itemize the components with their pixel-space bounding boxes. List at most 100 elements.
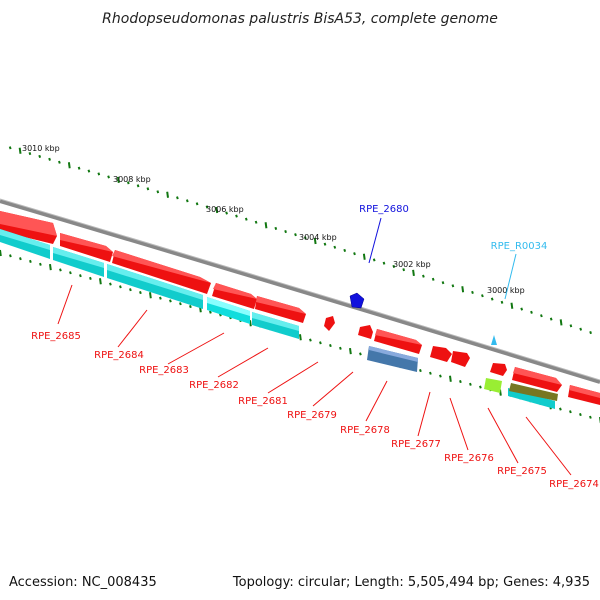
kbp-label-3008: 3008 kbp [113,175,151,184]
major-tick [362,253,366,260]
minor-tick [549,317,553,321]
label-rper0034[interactable]: RPE_R0034 [491,241,548,252]
kbp-label-3000: 3000 kbp [487,286,525,295]
inner-minor-tick [559,407,562,411]
minor-tick [126,181,130,185]
major-tick [67,162,71,169]
minor-tick [589,330,592,335]
inner-major-tick [349,347,352,355]
label-rpe2682[interactable]: RPE_2682 [189,380,239,391]
major-tick [412,269,415,277]
inner-major-tick [149,292,152,299]
inner-minor-tick [309,338,312,342]
minor-tick [500,300,504,304]
mrna-row [0,229,555,409]
inner-minor-tick [39,262,42,266]
label-rpe2678[interactable]: RPE_2678 [340,425,390,436]
label-rpe2677[interactable]: RPE_2677 [391,439,441,450]
minor-tick [520,307,524,311]
minor-tick [254,220,258,224]
label-rpe2675[interactable]: RPE_2675 [497,466,547,477]
label-rpe2685[interactable]: RPE_2685 [31,331,81,342]
inner-minor-tick [29,259,32,264]
inner-minor-tick [589,415,592,419]
minor-tick [451,284,455,288]
major-tick [510,302,514,309]
minor-tick [353,252,356,256]
minor-tick [225,211,228,215]
inner-major-tick [99,278,102,285]
inner-minor-tick [119,285,122,289]
minor-tick [490,297,494,301]
label-rpe2683[interactable]: RPE_2683 [139,365,189,376]
minor-tick [402,268,406,272]
cds-row [0,211,600,405]
inner-minor-tick [159,296,162,300]
label-rpe2674[interactable]: RPE_2674 [549,479,599,490]
inner-minor-tick [359,352,362,356]
kbp-label-3006: 3006 kbp [206,205,244,214]
gene-rpe2676-arrow-a[interactable] [430,346,452,362]
gene-rper0034-arrow[interactable] [491,335,497,345]
minor-tick [392,264,396,269]
inner-major-tick [449,375,452,382]
minor-tick [481,294,484,298]
minor-tick [382,261,386,265]
inner-minor-tick [89,276,92,281]
inner-major-tick [249,320,252,327]
scale-ticks [0,146,600,424]
label-rpe2679[interactable]: RPE_2679 [287,410,337,421]
minor-tick [195,202,199,206]
gene-rpe2674-feature[interactable] [509,383,558,401]
minor-tick [372,258,376,262]
minor-tick [185,199,189,203]
major-tick [166,191,169,198]
inner-minor-tick [329,343,332,348]
inner-minor-tick [569,410,572,414]
gene-rpe2675-feature[interactable] [484,378,502,393]
inner-major-tick [49,263,52,271]
minor-tick [58,160,61,164]
gene-rpe2678-arrow[interactable] [358,325,373,339]
gene-rpe2676-arrow-b[interactable] [451,351,470,367]
major-tick [461,286,465,293]
inner-minor-tick [109,282,112,286]
inner-minor-tick [9,254,12,258]
inner-minor-tick [319,341,322,345]
minor-tick [274,226,278,231]
kbp-label-3010: 3010 kbp [22,144,60,153]
label-rpe2676[interactable]: RPE_2676 [444,453,494,464]
minor-tick [530,310,533,314]
major-tick [117,176,120,184]
minor-tick [235,214,238,218]
label-rpe2680[interactable]: RPE_2680 [359,204,409,215]
major-tick [18,147,22,154]
label-rpe2684[interactable]: RPE_2684 [94,350,144,361]
minor-tick [343,248,347,253]
minor-tick [441,281,445,285]
gene-rpe2679-arrow[interactable] [324,316,335,331]
minor-tick [431,277,435,281]
gene-rpe2675-arrow[interactable] [490,363,507,376]
topology-text: Topology: circular; Length: 5,505,494 bp… [232,575,590,590]
minor-tick [87,169,91,173]
inner-minor-tick [69,271,72,275]
minor-tick [422,274,425,278]
inner-minor-tick [479,385,482,389]
inner-minor-tick [79,274,82,278]
gene-rpe2680-arrow[interactable] [349,292,365,309]
minor-tick [97,172,101,176]
minor-tick [569,324,573,328]
gene-labels: RPE_2680 RPE_R0034 RPE_2685 RPE_2684 RPE… [31,204,599,490]
genome-backbone [0,199,600,384]
label-rpe2681[interactable]: RPE_2681 [238,396,288,407]
genome-title: Rhodopseudomonas palustris BisA53, compl… [102,11,498,27]
minor-tick [471,290,474,295]
inner-minor-tick [129,288,132,292]
inner-minor-tick [169,299,172,303]
minor-tick [323,242,327,246]
inner-minor-tick [579,412,582,417]
minor-tick [77,166,81,170]
inner-minor-tick [459,379,462,384]
minor-tick [176,196,179,200]
